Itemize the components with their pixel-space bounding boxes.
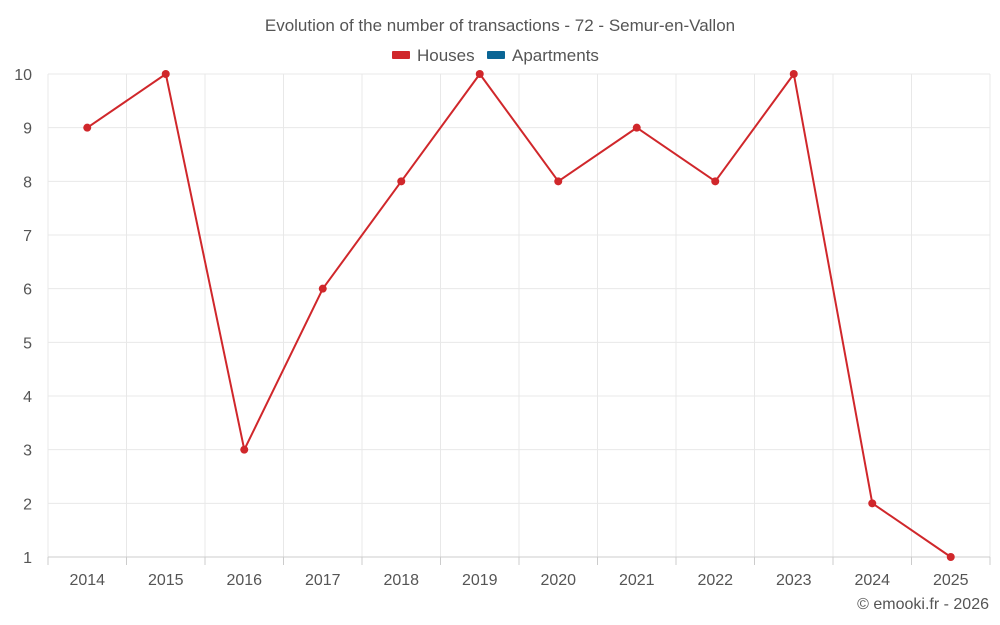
data-point-houses[interactable] [789, 70, 798, 78]
y-tick-label: 3 [23, 443, 32, 460]
x-tick-label: 2022 [697, 572, 733, 589]
data-point-houses[interactable] [711, 177, 720, 186]
x-tick-label: 2024 [854, 572, 890, 589]
data-point-houses[interactable] [554, 177, 563, 186]
x-tick-label: 2019 [462, 572, 498, 589]
legend-label-houses[interactable]: Houses [417, 46, 475, 65]
axes [47, 556, 991, 565]
data-point-houses[interactable] [868, 499, 877, 508]
y-tick-label: 6 [23, 282, 32, 299]
series-layer [83, 70, 955, 561]
y-tick-label: 5 [23, 335, 32, 352]
data-point-houses[interactable] [397, 177, 406, 186]
legend-label-apartments[interactable]: Apartments [512, 46, 599, 65]
credit-text: © emooki.fr - 2026 [857, 596, 989, 613]
y-tick-label: 10 [14, 67, 32, 84]
y-tick-label: 1 [23, 550, 32, 567]
x-tick-label: 2016 [226, 572, 262, 589]
x-tick-label: 2025 [933, 572, 969, 589]
x-tick-label: 2021 [619, 572, 655, 589]
legend-swatch-apartments[interactable] [487, 51, 505, 59]
data-point-houses[interactable] [475, 70, 484, 78]
y-axis-labels: 1 2 3 4 5 6 7 8 9 10 [14, 67, 32, 567]
data-point-houses[interactable] [318, 284, 327, 293]
data-point-houses[interactable] [946, 553, 955, 561]
data-point-houses[interactable] [240, 445, 249, 454]
data-point-houses[interactable] [83, 123, 92, 132]
x-tick-label: 2018 [383, 572, 419, 589]
y-tick-label: 9 [23, 121, 32, 138]
series-line-houses[interactable] [86, 73, 952, 558]
x-axis-labels: 2014 2015 2016 2017 2018 2019 2020 2021 2022 2023… [69, 572, 968, 589]
data-point-houses[interactable] [161, 70, 170, 78]
y-tick-label: 7 [23, 228, 32, 245]
x-tick-label: 2014 [69, 572, 105, 589]
y-tick-label: 8 [23, 174, 32, 191]
x-tick-label: 2015 [148, 572, 184, 589]
data-point-houses[interactable] [632, 123, 641, 132]
x-tick-label: 2023 [776, 572, 812, 589]
y-tick-label: 4 [23, 389, 32, 406]
y-tick-label: 2 [23, 496, 32, 513]
chart-title: Evolution of the number of transactions … [265, 16, 735, 35]
grid [47, 73, 991, 557]
legend: Houses Apartments [392, 46, 599, 65]
legend-swatch-houses[interactable] [392, 51, 410, 59]
x-tick-label: 2020 [540, 572, 576, 589]
x-tick-label: 2017 [305, 572, 341, 589]
